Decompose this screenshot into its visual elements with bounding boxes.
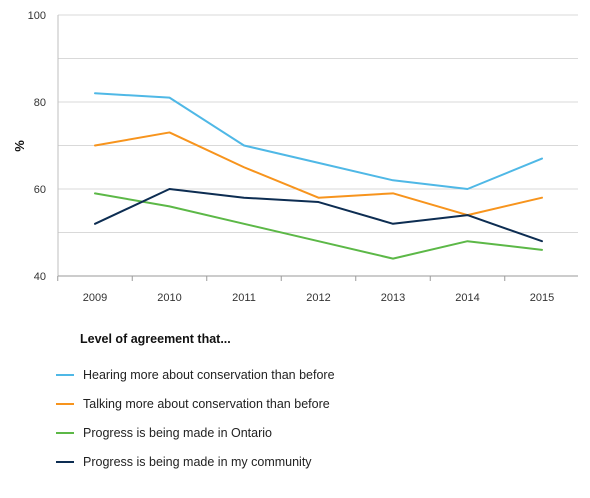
y-tick-labels: 40 60 80 100 [28,10,46,283]
y-tick-label: 100 [28,10,46,22]
x-tick-label: 2014 [455,292,479,304]
y-tick-label: 60 [34,184,46,196]
legend: Level of agreement that... Hearing more … [56,332,335,476]
x-tick-label: 2015 [530,292,554,304]
x-tick-label: 2013 [381,292,405,304]
y-tick-label: 80 [34,97,46,109]
legend-swatch-community [56,460,74,463]
series-line-2 [94,192,543,260]
legend-swatch-ontario [56,431,74,434]
series-line-0 [94,92,543,190]
legend-label-hearing: Hearing more about conservation than bef… [83,367,335,382]
x-tick-label: 2011 [232,292,256,304]
legend-item-ontario: Progress is being made in Ontario [56,418,335,447]
legend-swatch-hearing [56,373,74,376]
x-tick-label: 2012 [306,292,330,304]
series-lines [94,92,543,260]
y-tick-label: 40 [34,271,46,283]
legend-item-talking: Talking more about conservation than bef… [56,389,335,418]
x-tick-label: 2010 [157,292,181,304]
x-tick-labels: 2009 2010 2011 2012 2013 2014 2015 [83,292,554,304]
legend-label-ontario: Progress is being made in Ontario [83,425,272,440]
legend-swatch-talking [56,402,74,405]
line-chart: % 40 60 80 100 2009 2010 2011 2012 2013 2014 2015 [12,10,578,304]
legend-item-community: Progress is being made in my community [56,447,335,476]
legend-label-talking: Talking more about conservation than bef… [83,396,330,411]
series-line-3 [94,188,543,243]
legend-label-community: Progress is being made in my community [83,454,312,469]
y-axis-label: % [12,140,27,152]
legend-item-hearing: Hearing more about conservation than bef… [56,360,335,389]
gridlines [57,14,578,281]
x-tick-label: 2009 [83,292,107,304]
legend-title: Level of agreement that... [80,332,231,346]
